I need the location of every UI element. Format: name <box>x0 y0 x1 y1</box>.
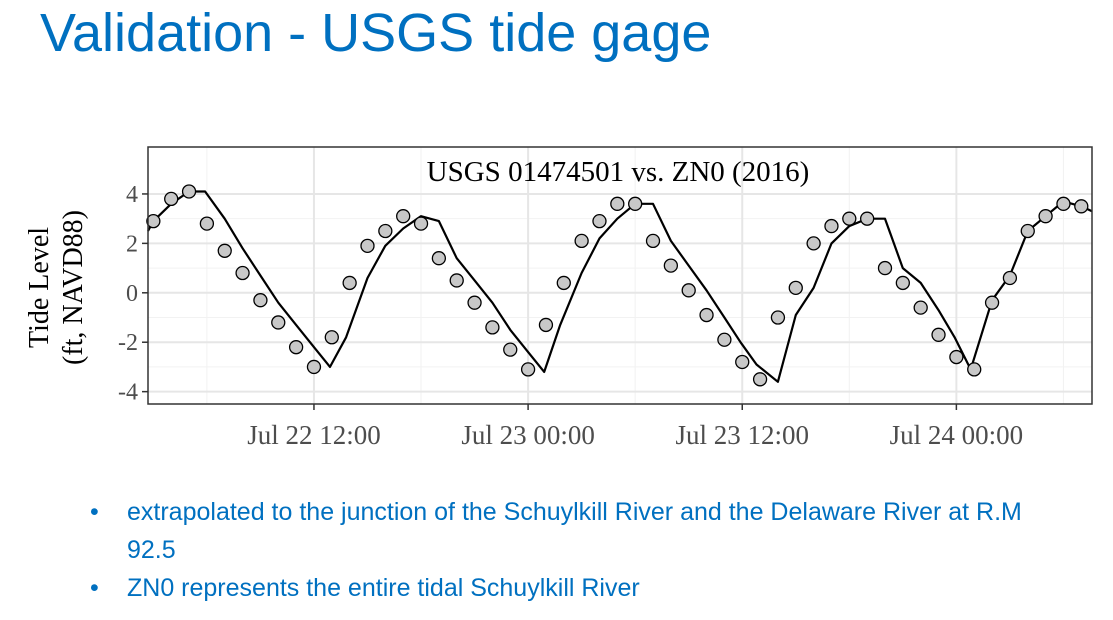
x-tick-label: Jul 22 12:00 <box>247 420 381 450</box>
data-point-observation <box>413 216 429 231</box>
data-point-observation <box>146 213 161 229</box>
data-point-observation <box>1038 209 1053 224</box>
data-point-observation <box>485 320 500 335</box>
data-point-observation <box>895 275 910 291</box>
data-point-observation <box>1002 270 1018 286</box>
bullet-list: • extrapolated to the junction of the Sc… <box>90 493 1070 607</box>
bullet-item: • extrapolated to the junction of the Sc… <box>90 493 1070 569</box>
data-point-observation <box>503 342 518 357</box>
data-point-observation <box>271 315 286 330</box>
data-point-observation <box>681 283 696 298</box>
y-tick-label: -2 <box>118 330 138 356</box>
data-point-observation <box>342 275 357 291</box>
y-axis-label-line2: (ft, NAVD88) <box>58 210 89 365</box>
data-point-observation <box>1074 199 1089 214</box>
data-point-observation <box>235 265 250 281</box>
y-tick-label: 2 <box>126 231 138 257</box>
series-line-model <box>147 190 1093 383</box>
data-point-observation <box>717 332 732 347</box>
data-point-observation <box>449 273 464 288</box>
data-point-observation <box>378 223 393 239</box>
data-point-observation <box>164 191 179 207</box>
bullet-text: ZN0 represents the entire tidal Schuylki… <box>127 574 640 602</box>
slide-title: Validation - USGS tide gage <box>40 3 712 63</box>
data-point-observation <box>663 258 679 273</box>
chart-title: USGS 01474501 vs. ZN0 (2016) <box>427 156 810 188</box>
data-point-observation <box>699 307 714 323</box>
data-point-observation <box>396 209 411 224</box>
data-point-observation <box>949 349 964 365</box>
data-point-observation <box>217 243 232 258</box>
data-point-observation <box>199 216 215 231</box>
x-tick-label: Jul 23 12:00 <box>675 420 809 450</box>
data-point-observation <box>735 354 750 370</box>
data-point-observation <box>288 340 304 355</box>
bullet-icon: • <box>90 574 99 602</box>
data-point-observation <box>931 327 946 342</box>
data-point-observation <box>913 300 928 315</box>
data-point-observation <box>360 238 375 253</box>
data-point-observation <box>984 295 1000 310</box>
bullet-text: extrapolated to the junction of the Schu… <box>127 498 1022 564</box>
data-point-observation <box>842 211 857 226</box>
data-point-observation <box>1020 223 1035 239</box>
x-tick-label: Jul 24 00:00 <box>890 420 1024 450</box>
data-point-observation <box>1056 196 1071 211</box>
plot-panel <box>148 147 1092 404</box>
data-point-observation <box>574 233 589 249</box>
bullet-item: • ZN0 represents the entire tidal Schuyl… <box>90 569 1070 607</box>
data-point-observation <box>628 196 643 211</box>
data-point-observation <box>181 184 197 199</box>
bullet-icon: • <box>90 498 99 526</box>
data-point-observation <box>324 330 339 345</box>
data-point-observation <box>788 280 803 296</box>
data-point-observation <box>592 213 607 229</box>
data-point-observation <box>824 218 839 234</box>
data-point-observation <box>610 196 625 211</box>
data-point-observation <box>967 362 982 377</box>
y-axis-label-line1: Tide Level <box>24 227 55 348</box>
y-tick-label: 4 <box>126 182 138 208</box>
data-point-observation <box>431 251 447 266</box>
data-point-observation <box>877 260 893 276</box>
data-point-observation <box>306 359 322 375</box>
data-point-observation <box>556 275 571 291</box>
data-point-observation <box>770 310 786 325</box>
data-point-observation <box>467 295 482 310</box>
data-point-observation <box>253 293 268 308</box>
data-point-observation <box>538 317 554 333</box>
data-point-observation <box>645 233 661 249</box>
y-tick-label: 0 <box>126 281 138 307</box>
y-tick-label: -4 <box>118 380 138 406</box>
x-tick-label: Jul 23 00:00 <box>461 420 595 450</box>
plot-border <box>147 146 1093 405</box>
data-point-observation <box>806 236 821 251</box>
data-point-observation <box>860 211 875 226</box>
data-point-observation <box>520 362 536 377</box>
data-point-observation <box>752 372 768 387</box>
